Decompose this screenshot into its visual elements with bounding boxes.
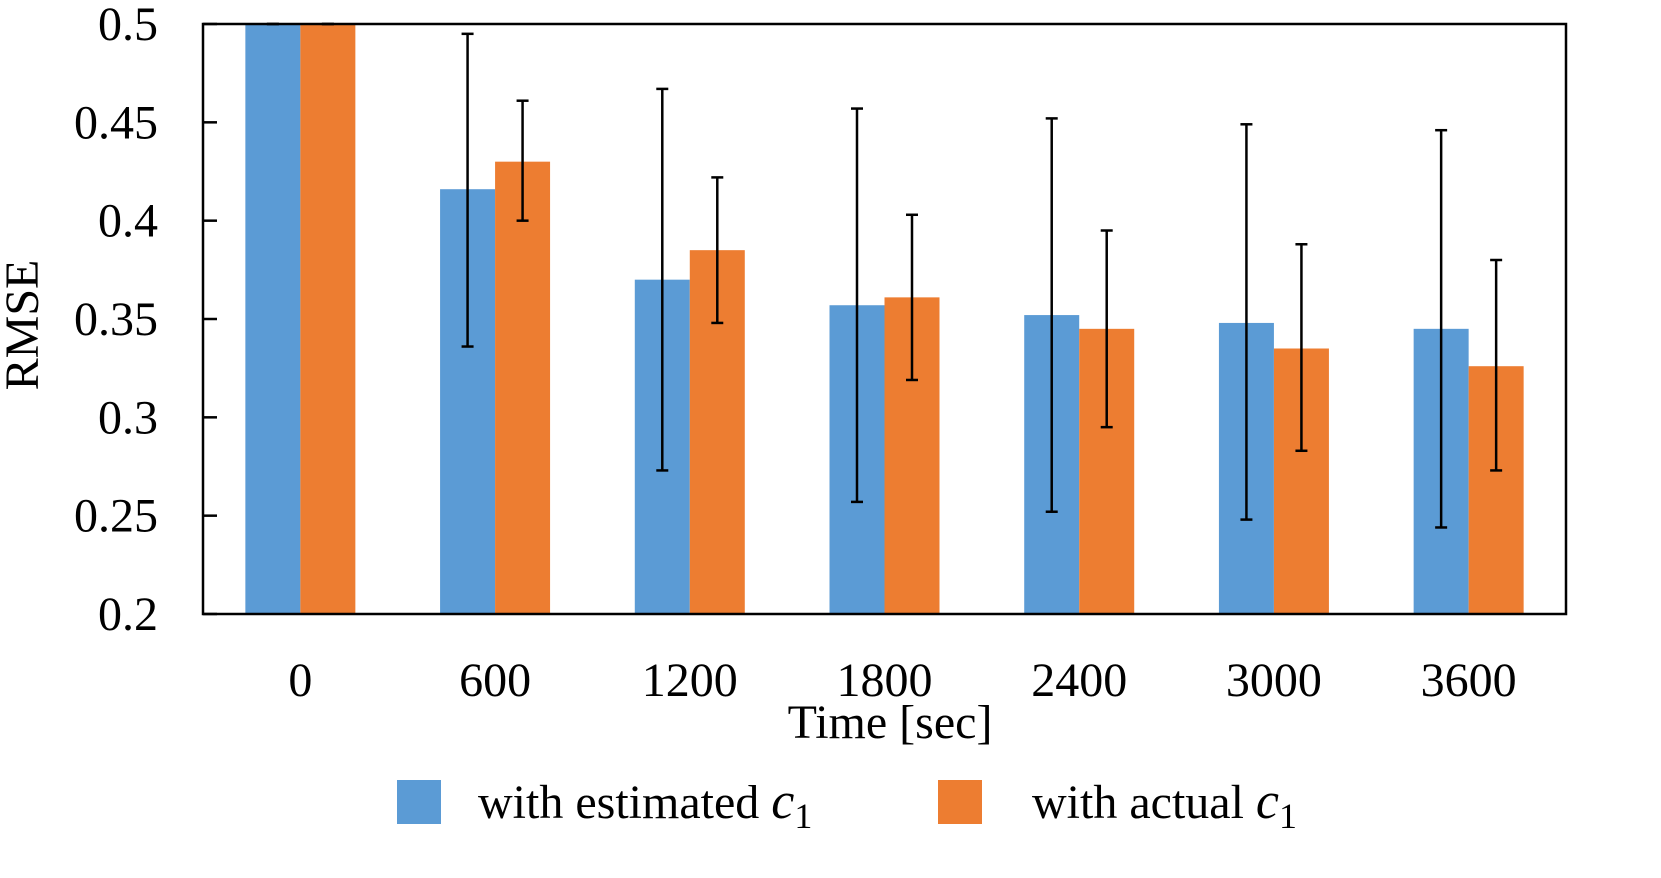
y-tick-label: 0.5 — [98, 0, 158, 51]
x-tick-label: 2400 — [1031, 654, 1127, 707]
x-tick-label: 1800 — [837, 654, 933, 707]
error-bar-estimated-3600 — [1435, 128, 1448, 529]
y-tick-label: 0.4 — [98, 195, 158, 248]
y-tick-label: 0.35 — [74, 293, 158, 346]
y-tick-label: 0.3 — [98, 391, 158, 444]
error-bar-estimated-3000 — [1240, 123, 1253, 521]
legend-label-actual: with actual c1 — [1032, 773, 1297, 836]
y-axis-title: RMSE — [0, 260, 49, 391]
error-bar-actual-1800 — [906, 213, 918, 382]
y-tick-label: 0.25 — [74, 490, 158, 543]
tick-labels-layer: 0 600 1200 1800 2400 3000 3600 0.2 0.25 0.3 0.35 0.… — [74, 0, 1517, 707]
bars-layer — [245, 24, 1524, 614]
error-bar-estimated-1200 — [656, 87, 669, 472]
bar-estimated-0 — [245, 24, 301, 614]
error-bar-actual-600 — [516, 99, 529, 222]
legend-swatch-estimated — [397, 780, 441, 824]
error-bar-actual-3000 — [1295, 243, 1308, 453]
bar-actual-600 — [495, 161, 551, 614]
y-tick-label: 0.45 — [74, 96, 158, 149]
x-tick-label: 1200 — [642, 654, 738, 707]
error-bar-actual-2400 — [1100, 229, 1113, 429]
legend-item-estimated: with estimated c1 — [397, 773, 812, 836]
error-bar-actual-3600 — [1490, 258, 1503, 472]
bar-actual-0 — [300, 24, 356, 614]
legend-label-estimated: with estimated c1 — [478, 773, 812, 836]
y-tick-label: 0.2 — [98, 588, 158, 641]
axes-layer — [201, 22, 1568, 616]
error-bar-actual-1200 — [711, 176, 724, 325]
x-tick-label: 0 — [288, 654, 312, 707]
legend-item-actual: with actual c1 — [938, 773, 1297, 836]
error-bars-layer — [266, 22, 1503, 529]
legend-swatch-actual — [938, 780, 982, 824]
error-bar-estimated-600 — [461, 32, 474, 348]
x-axis-title: Time [sec] — [788, 696, 993, 749]
error-bar-estimated-1800 — [851, 107, 863, 504]
x-tick-label: 3600 — [1421, 654, 1517, 707]
x-tick-label: 600 — [459, 654, 531, 707]
error-bar-estimated-2400 — [1045, 117, 1058, 513]
legend: with estimated c1 with actual c1 — [397, 773, 1297, 836]
x-tick-label: 3000 — [1226, 654, 1322, 707]
